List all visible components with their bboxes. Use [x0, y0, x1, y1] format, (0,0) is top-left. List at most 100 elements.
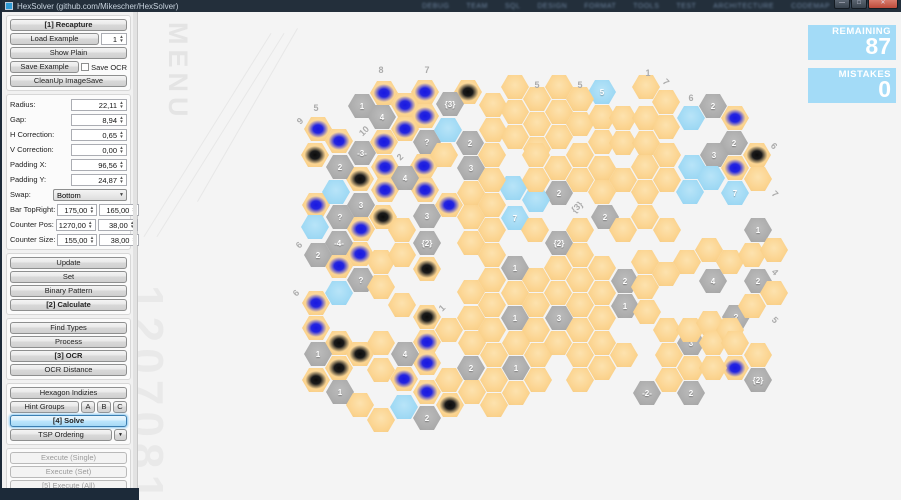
hex-cell[interactable]	[653, 168, 681, 192]
spinner-arrows-icon[interactable]: ▲ ▼	[89, 204, 95, 214]
hex-cell[interactable]	[544, 256, 572, 280]
padding-y-input[interactable]: 24,87 ▲ ▼	[71, 173, 127, 186]
hex-cell[interactable]	[545, 75, 573, 99]
spinner-arrows-icon[interactable]: ▲ ▼	[131, 234, 137, 244]
hex-cell[interactable]	[610, 343, 638, 367]
hex-cell[interactable]	[413, 330, 441, 354]
hex-cell[interactable]	[302, 291, 330, 315]
hex-cell[interactable]	[609, 218, 637, 242]
hex-cell[interactable]	[524, 368, 552, 392]
load-example-spinner[interactable]: 1 ▲ ▼	[101, 33, 127, 45]
hex-cell[interactable]: 4	[699, 269, 727, 293]
hex-cell[interactable]: 3	[545, 306, 573, 330]
hex-cell[interactable]	[480, 343, 508, 367]
hex-cell[interactable]: -2-	[633, 381, 661, 405]
counter-pos-x-input[interactable]: 1270,00 ▲ ▼	[55, 218, 96, 231]
hex-cell[interactable]: {2}	[744, 368, 772, 392]
hex-cell[interactable]	[413, 257, 441, 281]
hex-cell[interactable]	[522, 318, 550, 342]
execute-set-button[interactable]: Execute (Set)	[10, 466, 127, 478]
hex-cell[interactable]	[588, 256, 616, 280]
hex-cell[interactable]	[697, 166, 725, 190]
padding-x-input[interactable]: 96,56 ▲ ▼	[71, 158, 127, 171]
hex-cell[interactable]: 1	[502, 356, 530, 380]
hex-cell[interactable]	[545, 125, 573, 149]
hex-cell[interactable]	[738, 294, 766, 318]
hex-cell[interactable]: 2	[456, 131, 484, 155]
hex-cell[interactable]	[480, 393, 508, 417]
ocr-distance-button[interactable]: OCR Distance	[10, 364, 127, 376]
solve-button[interactable]: [4] Solve	[10, 415, 127, 427]
hex-cell[interactable]	[545, 100, 573, 124]
hex-cell[interactable]	[676, 180, 704, 204]
set-button[interactable]: Set	[10, 271, 127, 283]
hex-cell[interactable]	[566, 368, 594, 392]
hex-cell[interactable]	[653, 218, 681, 242]
hex-cell[interactable]	[738, 243, 766, 267]
hex-cell[interactable]	[655, 343, 683, 367]
hex-cell[interactable]: {2}	[413, 231, 441, 255]
tsp-dropdown-button[interactable]: ▼	[114, 429, 127, 441]
show-plain-button[interactable]: Show Plain	[10, 47, 127, 59]
hex-cell[interactable]	[655, 368, 683, 392]
hex-cell[interactable]	[367, 408, 395, 432]
spinner-arrows-icon[interactable]: ▲ ▼	[130, 219, 135, 229]
bar-topright-y-input[interactable]: 165,00 ▲ ▼	[99, 203, 140, 216]
radius-input[interactable]: 22,11 ▲ ▼	[71, 98, 127, 111]
hex-cell[interactable]	[721, 156, 749, 180]
hex-cell[interactable]	[566, 218, 594, 242]
close-button[interactable]: ✕	[868, 0, 898, 9]
cleanup-imagesave-button[interactable]: CleanUp ImageSave	[10, 75, 127, 87]
hex-cell[interactable]	[632, 75, 660, 99]
counter-size-x-input[interactable]: 155,00 ▲ ▼	[57, 233, 98, 246]
hex-cell[interactable]: 7	[721, 181, 749, 205]
hex-cell[interactable]	[566, 168, 594, 192]
hex-cell[interactable]	[695, 238, 723, 262]
execute-single-button[interactable]: Execute (Single)	[10, 452, 127, 464]
hex-cell[interactable]	[480, 368, 508, 392]
spinner-arrows-icon[interactable]: ▲ ▼	[89, 234, 95, 244]
save-ocr-checkbox[interactable]	[81, 63, 90, 71]
spinner-arrows-icon[interactable]: ▲ ▼	[119, 174, 124, 184]
hex-cell[interactable]	[631, 155, 659, 179]
hex-cell[interactable]	[744, 167, 772, 191]
hex-cell[interactable]	[673, 250, 701, 274]
spinner-arrows-icon[interactable]: ▲ ▼	[119, 99, 124, 109]
hex-cell[interactable]	[632, 131, 660, 155]
hex-cell[interactable]	[566, 243, 594, 267]
find-types-button[interactable]: Find Types	[10, 322, 127, 334]
hex-cell[interactable]	[390, 395, 418, 419]
recapture-button[interactable]: [1] Recapture	[10, 19, 127, 31]
hex-cell[interactable]	[588, 331, 616, 355]
hex-cell[interactable]	[501, 75, 529, 99]
hex-cell[interactable]: 2	[545, 181, 573, 205]
hex-cell[interactable]	[744, 343, 772, 367]
hex-cell[interactable]	[435, 318, 463, 342]
hex-cell[interactable]	[609, 168, 637, 192]
hex-cell[interactable]	[631, 205, 659, 229]
hex-cell[interactable]	[652, 262, 680, 286]
hex-cell[interactable]	[588, 180, 616, 204]
spinner-arrows-icon[interactable]: ▲ ▼	[119, 114, 124, 124]
hex-cell[interactable]	[760, 238, 788, 262]
hex-cell[interactable]	[388, 293, 416, 317]
v-correction-input[interactable]: 0,00 ▲ ▼	[71, 143, 127, 156]
hex-cell[interactable]: 3	[700, 143, 728, 167]
hex-cell[interactable]	[522, 268, 550, 292]
ocr-button[interactable]: [3] OCR	[10, 350, 127, 362]
process-button[interactable]: Process	[10, 336, 127, 348]
hex-cell[interactable]	[523, 112, 551, 136]
hex-cell[interactable]	[652, 115, 680, 139]
spinner-arrows-icon[interactable]: ▲ ▼	[119, 34, 124, 43]
hex-cell[interactable]	[588, 156, 616, 180]
hex-cell[interactable]: 2	[457, 356, 485, 380]
hex-cell[interactable]	[566, 87, 594, 111]
minimize-button[interactable]: —	[834, 0, 850, 9]
hex-cell[interactable]: 2	[699, 94, 727, 118]
hex-cell[interactable]	[544, 281, 572, 305]
hex-cell[interactable]	[721, 331, 749, 355]
hex-cell[interactable]	[631, 180, 659, 204]
hex-cell[interactable]	[522, 188, 550, 212]
hex-cell[interactable]	[413, 305, 441, 329]
hex-cell[interactable]	[544, 331, 572, 355]
